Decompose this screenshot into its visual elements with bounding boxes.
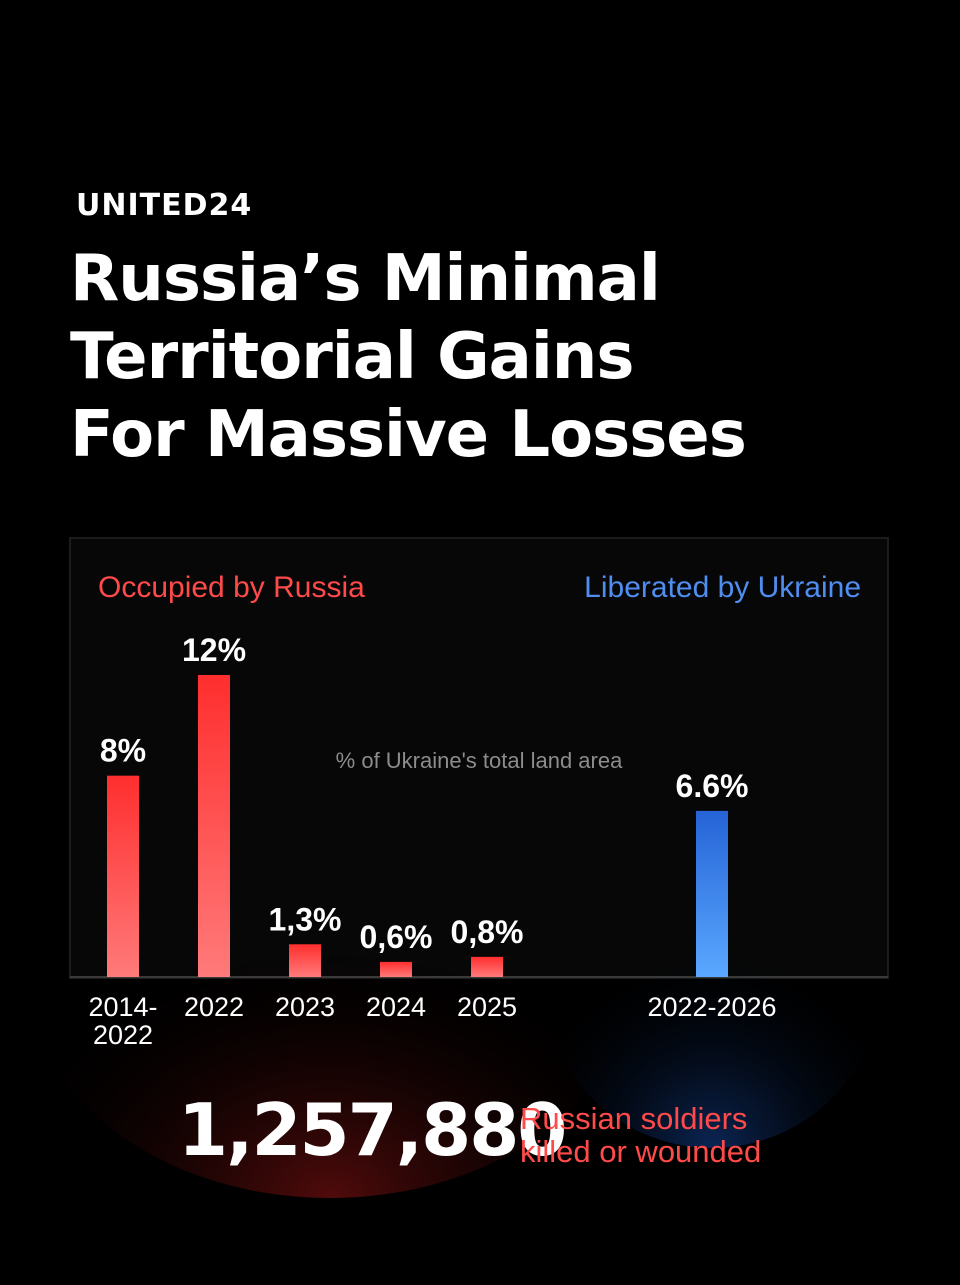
brand-logo: UNITED24	[76, 188, 253, 223]
x-tick-occupied-1-0: 2022	[184, 992, 244, 1022]
x-tick-occupied-0-1: 2022	[93, 1020, 153, 1050]
bar-occupied-3	[380, 961, 412, 977]
bar-occupied-2	[289, 944, 321, 977]
bar-label-occupied-4: 0,8%	[451, 914, 524, 950]
x-tick-liberated-0-0: 2022-2026	[647, 992, 776, 1022]
x-tick-occupied-3-0: 2024	[366, 992, 426, 1022]
bar-occupied-4	[471, 956, 503, 977]
bar-label-liberated-0: 6.6%	[676, 768, 749, 804]
casualty-count: 1,257,880	[178, 1088, 567, 1172]
x-tick-occupied-2-0: 2023	[275, 992, 335, 1022]
casualty-description-line-2: killed or wounded	[520, 1134, 762, 1169]
x-tick-occupied-0-0: 2014-	[88, 992, 157, 1022]
bar-label-occupied-0: 8%	[100, 733, 146, 769]
title-line-3: For Massive Losses	[70, 398, 747, 472]
bar-liberated-0	[696, 810, 728, 977]
casualty-description: Russian soldiers killed or wounded	[520, 1102, 761, 1168]
title-line-1: Russia’s Minimal	[70, 242, 661, 316]
bar-label-occupied-1: 12%	[182, 632, 246, 668]
bar-occupied-0	[107, 775, 139, 977]
legend-occupied: Occupied by Russia	[98, 571, 365, 604]
legend-liberated: Liberated by Ukraine	[584, 571, 861, 604]
page-title: Russia’s Minimal Territorial Gains For M…	[70, 240, 930, 474]
bar-label-occupied-2: 1,3%	[269, 901, 342, 937]
title-line-2: Territorial Gains	[70, 320, 634, 394]
bar-occupied-1	[198, 675, 230, 977]
casualty-description-line-1: Russian soldiers	[520, 1101, 748, 1136]
chart-note: % of Ukraine's total land area	[336, 748, 623, 773]
chart-marks: 8%2014-202212%20221,3%20230,6%20240,8%20…	[88, 632, 776, 1050]
x-tick-occupied-4-0: 2025	[457, 992, 517, 1022]
bar-label-occupied-3: 0,6%	[360, 919, 433, 955]
